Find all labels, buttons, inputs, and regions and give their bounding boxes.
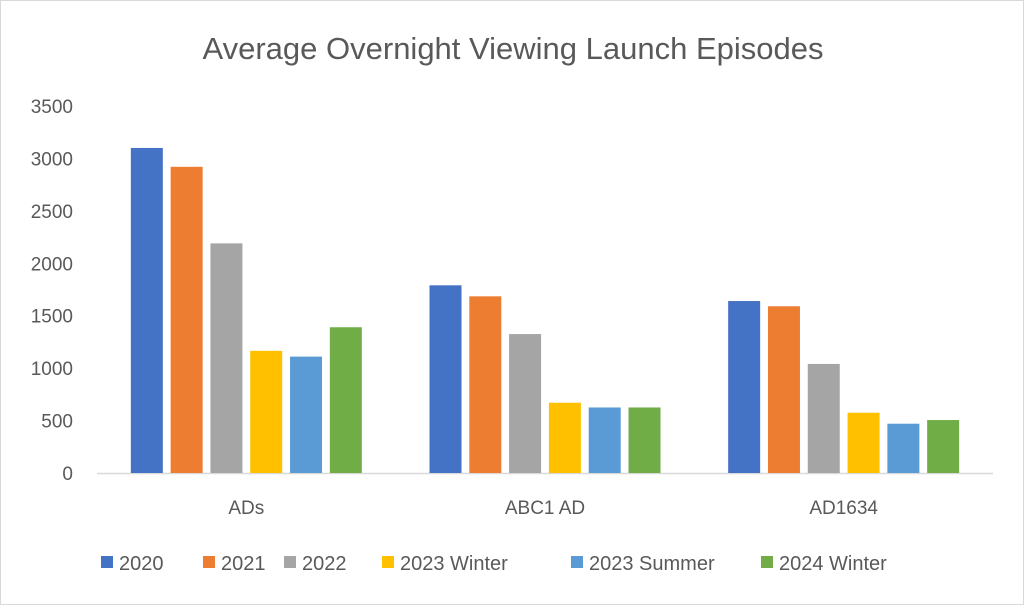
legend: 2020 2021 2022 2023 Winter 2023 Summer 2024 W… (101, 553, 887, 575)
legend-swatch (761, 556, 773, 568)
legend-swatch (101, 556, 113, 568)
bar-2024-winter-ads (329, 327, 362, 473)
legend-item: 2024 Winter (761, 553, 887, 575)
x-category-label: AD1634 (809, 498, 878, 519)
legend-label: 2023 Winter (400, 553, 508, 575)
bar-2020-ads (130, 147, 163, 473)
y-tick-label: 1500 (31, 307, 73, 328)
legend-item: 2022 (284, 553, 347, 575)
x-category-label: ADs (228, 498, 264, 519)
legend-label: 2021 (221, 553, 266, 575)
legend-label: 2024 Winter (779, 553, 887, 575)
chart-title: Average Overnight Viewing Launch Episode… (203, 31, 824, 66)
bar-2023-summer-ad1634 (887, 423, 920, 473)
legend-label: 2023 Summer (589, 553, 715, 575)
legend-item: 2023 Winter (382, 553, 508, 575)
bars (130, 147, 960, 473)
legend-swatch (382, 556, 394, 568)
legend-swatch (284, 556, 296, 568)
y-axis: 0 500 1000 1500 2000 2500 3000 3500 (31, 97, 73, 485)
legend-label: 2020 (119, 553, 164, 575)
legend-swatch (203, 556, 215, 568)
bar-2023-winter-ads (250, 350, 283, 473)
y-tick-label: 1000 (31, 359, 73, 380)
y-tick-label: 0 (62, 464, 73, 485)
bar-2020-abc1-ad (429, 285, 462, 473)
x-axis: ADs ABC1 AD AD1634 (228, 498, 878, 519)
legend-item: 2020 (101, 553, 164, 575)
y-tick-label: 2000 (31, 254, 73, 275)
bar-2024-winter-ad1634 (927, 420, 960, 473)
bar-2023-summer-ads (290, 356, 323, 473)
y-tick-label: 2500 (31, 202, 73, 223)
bar-2022-ad1634 (807, 363, 840, 473)
y-tick-label: 3000 (31, 149, 73, 170)
y-tick-label: 3500 (31, 97, 73, 118)
bar-2021-ad1634 (767, 306, 800, 473)
bar-2021-abc1-ad (469, 296, 502, 473)
bar-2023-winter-ad1634 (847, 412, 880, 473)
bar-2024-winter-abc1-ad (628, 407, 661, 473)
legend-item: 2023 Summer (571, 553, 715, 575)
bar-2022-abc1-ad (509, 334, 542, 473)
bar-2022-ads (210, 243, 243, 473)
legend-swatch (571, 556, 583, 568)
legend-label: 2022 (302, 553, 347, 575)
x-category-label: ABC1 AD (505, 498, 585, 519)
bar-2021-ads (170, 166, 203, 473)
bar-2020-ad1634 (728, 301, 761, 473)
y-tick-label: 500 (41, 412, 73, 433)
legend-item: 2021 (203, 553, 266, 575)
bar-2023-winter-abc1-ad (548, 402, 581, 473)
bar-2023-summer-abc1-ad (588, 407, 621, 473)
